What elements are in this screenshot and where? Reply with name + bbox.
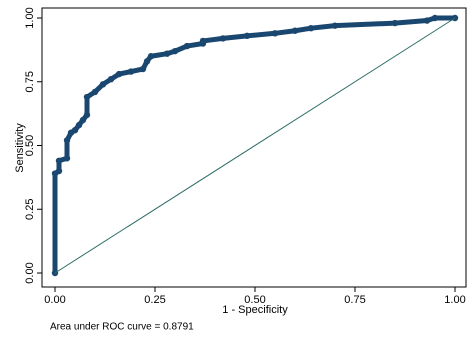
point xyxy=(331,22,339,29)
point xyxy=(63,155,71,162)
x-tick-label: 0.25 xyxy=(144,294,165,306)
point xyxy=(127,68,135,75)
point xyxy=(171,47,179,55)
point xyxy=(143,58,151,65)
point xyxy=(55,157,63,164)
point xyxy=(55,167,63,175)
y-tick-label: 0.50 xyxy=(24,135,36,156)
point xyxy=(391,19,399,27)
point xyxy=(91,88,99,96)
point xyxy=(139,65,147,73)
point xyxy=(307,25,315,32)
y-tick-label: 0.00 xyxy=(24,262,36,283)
point xyxy=(147,53,155,60)
point xyxy=(75,121,83,129)
point xyxy=(163,50,171,57)
note: Area under ROC curve = 0.8791 xyxy=(50,322,194,333)
x-tick-label: 0.75 xyxy=(344,294,365,306)
x-tick-label: 0.50 xyxy=(244,294,265,306)
point xyxy=(291,27,299,34)
point xyxy=(243,32,251,40)
point xyxy=(115,70,123,78)
y-tick-label: 0.75 xyxy=(24,71,36,92)
point xyxy=(219,35,227,42)
point xyxy=(199,37,207,45)
point xyxy=(83,111,91,119)
point xyxy=(271,30,279,37)
point xyxy=(183,42,191,50)
point xyxy=(423,17,431,24)
point xyxy=(83,93,91,101)
y-axis-title: Sensitivity xyxy=(14,123,26,173)
point xyxy=(99,81,107,88)
point xyxy=(431,14,439,22)
x-tick-label: 1.00 xyxy=(444,294,465,306)
x-tick-label: 0.00 xyxy=(44,294,65,306)
point xyxy=(107,76,115,83)
y-tick-label: 0.25 xyxy=(24,199,36,220)
plot-frame xyxy=(41,7,467,288)
point xyxy=(71,127,79,134)
x-axis-title: 1 - Specificity xyxy=(222,304,288,316)
y-tick-label: 1.00 xyxy=(24,7,36,28)
point xyxy=(79,116,87,124)
reference-line xyxy=(54,17,456,274)
point xyxy=(63,137,71,144)
